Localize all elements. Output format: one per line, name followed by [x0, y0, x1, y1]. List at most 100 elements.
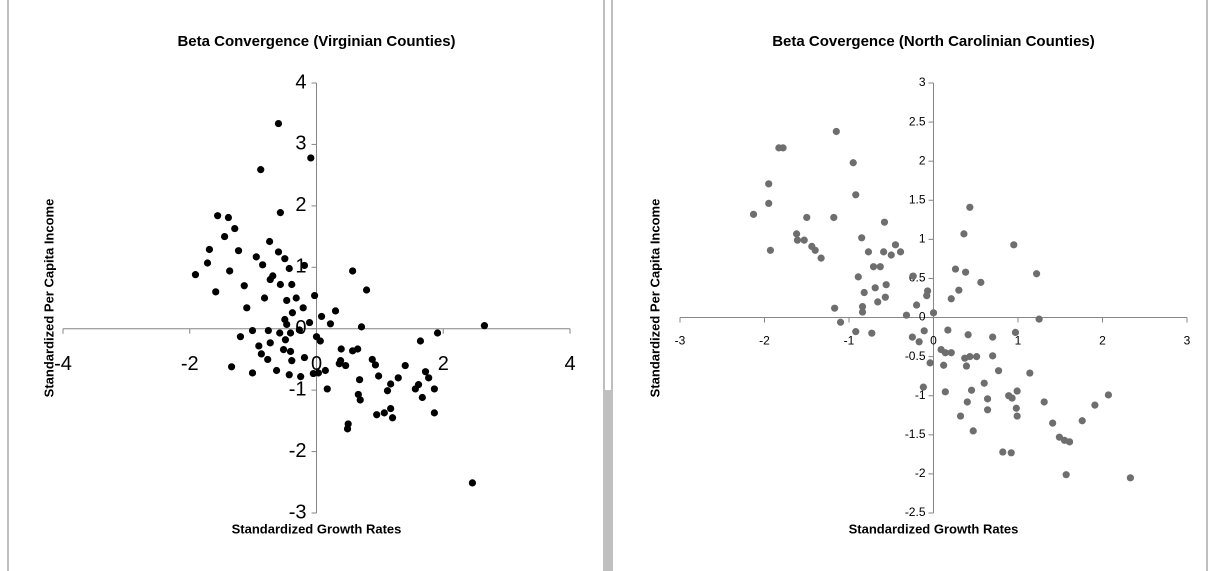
point: [989, 352, 997, 360]
point: [811, 246, 819, 254]
point: [285, 264, 293, 273]
point: [236, 333, 245, 341]
point: [394, 374, 402, 382]
point: [1078, 417, 1086, 425]
point: [1126, 474, 1134, 482]
point: [765, 180, 773, 188]
point: [913, 301, 921, 309]
y-tick-label: -2.5: [905, 505, 926, 519]
y-tick-label: -2: [915, 466, 926, 480]
point: [342, 361, 350, 370]
y-tick-label: 1.5: [909, 192, 926, 206]
point: [354, 345, 362, 353]
y-tick-label: 3: [295, 133, 306, 155]
y-tick-label: -1: [915, 388, 926, 402]
point: [418, 393, 426, 402]
y-tick-label: -1: [289, 378, 307, 400]
point: [337, 345, 345, 353]
point: [1049, 419, 1057, 427]
point: [248, 369, 257, 377]
point: [433, 329, 442, 337]
point: [227, 363, 236, 371]
point: [387, 404, 395, 413]
point: [430, 409, 438, 417]
point: [969, 427, 977, 435]
point: [1091, 401, 1099, 409]
point: [869, 263, 878, 271]
point: [214, 212, 222, 220]
x-tick-label: 1: [1015, 334, 1022, 348]
point: [852, 328, 860, 336]
point: [858, 303, 867, 311]
x-axis-title: Standardized Growth Rates: [849, 521, 1019, 536]
point: [947, 295, 955, 303]
point: [224, 213, 233, 222]
point: [947, 349, 955, 357]
point: [383, 387, 392, 395]
point: [951, 265, 960, 273]
point: [1013, 387, 1021, 395]
point: [425, 374, 433, 382]
point: [858, 234, 866, 242]
point: [300, 261, 309, 270]
point: [300, 353, 309, 362]
point: [1026, 369, 1034, 377]
point: [908, 333, 916, 341]
point: [941, 388, 949, 396]
point: [832, 127, 840, 136]
point: [307, 154, 315, 162]
point: [212, 288, 220, 296]
chart-title: Beta Covergence (North Carolinian Counti…: [772, 33, 1095, 50]
divider: [605, 390, 611, 571]
y-tick-label: 1: [295, 256, 306, 278]
point: [323, 385, 331, 393]
point: [876, 263, 884, 271]
point: [896, 248, 905, 256]
point: [373, 411, 381, 419]
point: [221, 232, 229, 241]
point: [371, 361, 380, 369]
point: [368, 355, 376, 364]
point: [292, 294, 300, 302]
point: [977, 278, 985, 286]
point: [966, 203, 974, 211]
point: [793, 236, 802, 244]
point: [882, 281, 890, 289]
point: [887, 251, 895, 259]
y-axis-title: Standardized Per Capita Income: [647, 199, 662, 398]
point: [967, 386, 976, 394]
point: [380, 409, 388, 417]
x-tick-label: -2: [759, 334, 770, 348]
point: [849, 159, 857, 167]
point: [276, 280, 284, 289]
y-tick-label: -2: [289, 440, 307, 462]
point: [868, 329, 876, 337]
point: [964, 331, 972, 339]
point: [902, 311, 911, 319]
y-tick-label: -1.5: [905, 427, 926, 441]
point: [766, 246, 775, 254]
point: [421, 368, 430, 376]
point: [266, 339, 274, 347]
point: [375, 372, 383, 380]
point: [355, 376, 364, 384]
point: [1035, 315, 1043, 323]
point: [279, 346, 288, 354]
point: [309, 369, 317, 378]
y-tick-label: 0: [919, 310, 926, 324]
x-tick-label: 2: [438, 353, 449, 375]
point: [831, 304, 839, 312]
point: [288, 309, 297, 317]
point: [999, 448, 1007, 456]
point: [881, 293, 889, 301]
point: [800, 236, 808, 244]
x-tick-label: 0: [930, 334, 937, 348]
point: [880, 248, 888, 256]
y-tick-label: 2.5: [909, 114, 926, 128]
y-tick-label: 3: [919, 75, 926, 89]
point: [310, 291, 319, 300]
point: [349, 267, 357, 275]
point: [357, 323, 366, 331]
x-tick-label: 4: [564, 353, 575, 375]
